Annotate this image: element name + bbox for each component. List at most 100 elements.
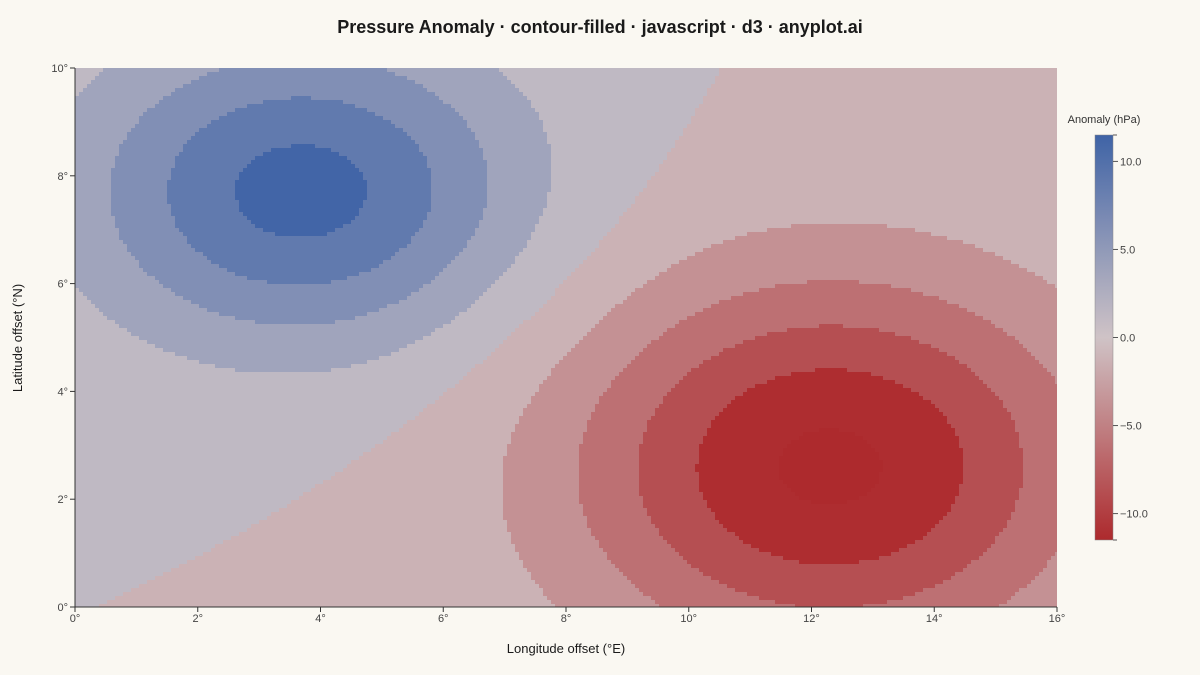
contour-cell <box>699 96 704 101</box>
contour-cell <box>1031 112 1036 117</box>
contour-cell <box>691 68 696 73</box>
contour-cell <box>1003 76 1008 81</box>
contour-cell <box>775 108 780 113</box>
contour-cell <box>891 72 896 77</box>
contour-cell <box>303 128 308 133</box>
contour-cell <box>343 104 348 109</box>
contour-cell <box>1051 88 1056 93</box>
contour-cell <box>651 140 656 145</box>
contour-cell <box>119 80 124 85</box>
contour-cell <box>707 76 712 81</box>
contour-cell <box>779 116 784 121</box>
contour-cell <box>999 124 1004 129</box>
contour-cell <box>111 108 116 113</box>
contour-cell <box>879 108 884 113</box>
contour-cell <box>79 88 84 93</box>
contour-cell <box>147 80 152 85</box>
contour-cell <box>139 84 144 89</box>
contour-cell <box>891 120 896 125</box>
contour-cell <box>379 92 384 97</box>
contour-cell <box>643 140 648 145</box>
contour-cell <box>651 112 656 117</box>
contour-cell <box>827 144 832 149</box>
contour-cell <box>207 120 212 125</box>
contour-cell <box>879 88 884 93</box>
contour-cell <box>883 76 888 81</box>
contour-cell <box>779 96 784 101</box>
contour-cell <box>167 92 172 97</box>
contour-cell <box>823 96 828 101</box>
contour-cell <box>607 88 612 93</box>
contour-cell <box>211 76 216 81</box>
contour-cell <box>163 148 168 153</box>
contour-cell <box>591 132 596 137</box>
contour-cell <box>967 104 972 109</box>
contour-cell <box>595 136 600 141</box>
contour-cell <box>103 76 108 81</box>
contour-cell <box>991 140 996 145</box>
contour-cell <box>999 120 1004 125</box>
contour-cell <box>671 100 676 105</box>
contour-cell <box>1011 128 1016 133</box>
contour-cell <box>947 144 952 149</box>
contour-cell <box>983 136 988 141</box>
contour-cell <box>119 144 124 149</box>
contour-cell <box>499 116 504 121</box>
contour-cell <box>351 144 356 149</box>
contour-cell <box>779 124 784 129</box>
contour-cell <box>743 124 748 129</box>
contour-cell <box>415 104 420 109</box>
contour-cell <box>335 92 340 97</box>
contour-cell <box>663 140 668 145</box>
contour-cell <box>779 144 784 149</box>
contour-cell <box>915 76 920 81</box>
contour-cell <box>379 96 384 101</box>
contour-cell <box>327 76 332 81</box>
contour-cell <box>939 108 944 113</box>
contour-cell <box>275 104 280 109</box>
contour-cell <box>551 136 556 141</box>
contour-cell <box>395 100 400 105</box>
contour-cell <box>299 140 304 145</box>
contour-cell <box>635 68 640 73</box>
contour-cell <box>951 124 956 129</box>
contour-cell <box>131 72 136 77</box>
contour-cell <box>631 96 636 101</box>
contour-cell <box>955 144 960 149</box>
contour-cell <box>571 76 576 81</box>
contour-cell <box>923 104 928 109</box>
contour-cell <box>743 132 748 137</box>
contour-cell <box>271 128 276 133</box>
contour-cell <box>571 100 576 105</box>
contour-cell <box>687 108 692 113</box>
contour-cell <box>327 140 332 145</box>
contour-cell <box>355 108 360 113</box>
contour-cell <box>147 112 152 117</box>
contour-cell <box>295 76 300 81</box>
contour-cell <box>855 120 860 125</box>
contour-cell <box>803 100 808 105</box>
contour-cell <box>951 96 956 101</box>
contour-cell <box>995 72 1000 77</box>
contour-cell <box>503 132 508 137</box>
contour-cell <box>115 136 120 141</box>
contour-cell <box>299 148 304 153</box>
contour-cell <box>423 84 428 89</box>
contour-cell <box>279 144 284 149</box>
contour-cell <box>519 76 524 81</box>
contour-cell <box>539 144 544 149</box>
contour-cell <box>79 84 84 89</box>
contour-cell <box>723 96 728 101</box>
contour-cell <box>311 120 316 125</box>
contour-cell <box>447 120 452 125</box>
contour-cell <box>375 72 380 77</box>
contour-cell <box>375 120 380 125</box>
contour-cell <box>455 120 460 125</box>
contour-cell <box>163 120 168 125</box>
contour-cell <box>655 144 660 149</box>
contour-cell <box>1019 112 1024 117</box>
contour-cell <box>919 80 924 85</box>
contour-cell <box>647 100 652 105</box>
contour-cell <box>763 76 768 81</box>
contour-cell <box>403 76 408 81</box>
